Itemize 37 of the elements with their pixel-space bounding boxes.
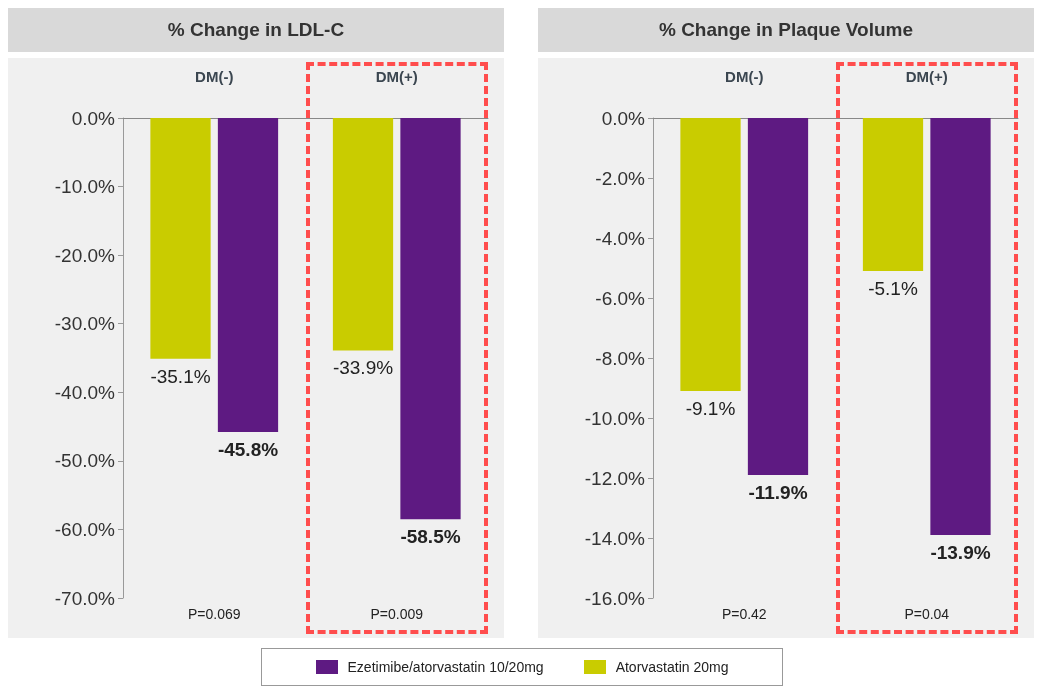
y-tick-label: -20.0% xyxy=(54,244,116,266)
x-tick-label: DM(-) xyxy=(725,68,764,85)
data-label: -45.8% xyxy=(217,439,279,461)
data-label: -58.5% xyxy=(400,526,461,548)
y-tick-label: -70.0% xyxy=(54,587,116,609)
y-tick-label: -4.0% xyxy=(595,227,646,249)
chart-title: % Change in LDL-C xyxy=(167,19,345,41)
y-tick-label: -8.0% xyxy=(595,347,646,369)
y-tick-label: 0.0% xyxy=(71,107,116,129)
data-label: -35.1% xyxy=(150,365,211,387)
y-tick-label: -10.0% xyxy=(584,407,646,429)
y-tick-label: -30.0% xyxy=(54,313,116,335)
y-tick-label: -12.0% xyxy=(584,467,646,489)
y-tick-label: -16.0% xyxy=(584,587,646,609)
data-label: -11.9% xyxy=(748,482,808,503)
y-tick-label: -6.0% xyxy=(595,287,646,309)
text: P=0.009 xyxy=(370,606,424,622)
y-tick-label: -60.0% xyxy=(54,518,116,540)
legend-label: Ezetimibe/atorvastatin 10/20mg xyxy=(347,659,544,675)
y-tick-label: -10.0% xyxy=(54,176,116,198)
y-tick-label: -40.0% xyxy=(54,381,116,403)
y-tick-label: 0.0% xyxy=(601,107,646,129)
y-tick-label: -14.0% xyxy=(584,527,646,549)
y-tick-label: -2.0% xyxy=(595,167,646,189)
text: P=0.069 xyxy=(187,606,241,622)
text: P=0.42 xyxy=(721,606,767,622)
text: P=0.04 xyxy=(904,606,950,622)
x-tick-label: DM(+) xyxy=(905,68,948,85)
data-label: -9.1% xyxy=(685,398,736,419)
data-label: -33.9% xyxy=(332,357,394,379)
y-tick-label: -50.0% xyxy=(54,450,116,472)
chart-title: % Change in Plaque Volume xyxy=(658,19,914,41)
x-tick-label: DM(-) xyxy=(195,68,234,85)
legend-label: Atorvastatin 20mg xyxy=(615,659,729,675)
data-label: -13.9% xyxy=(930,542,991,563)
x-tick-label: DM(+) xyxy=(375,68,418,85)
data-label: -5.1% xyxy=(868,278,918,299)
